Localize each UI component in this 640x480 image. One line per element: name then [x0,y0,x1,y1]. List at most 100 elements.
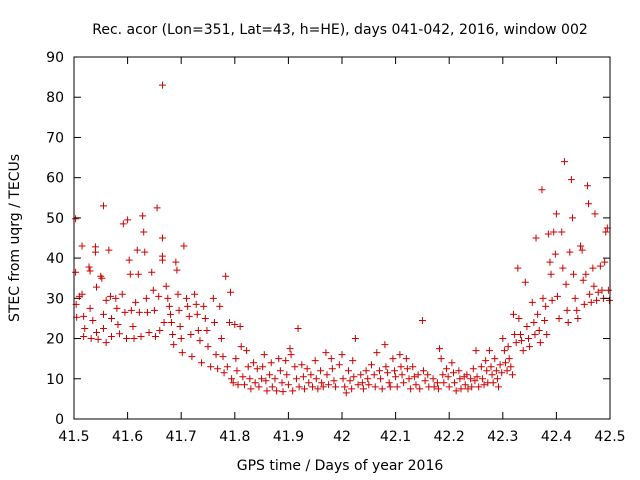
data-point [542,302,550,310]
data-point [378,385,386,393]
data-point [590,282,598,290]
data-point [314,385,322,393]
data-point [229,379,237,387]
data-point [255,383,263,391]
data-point [93,329,101,337]
x-tick-label: 41.7 [166,429,197,445]
data-point [495,383,503,391]
data-point [275,355,283,363]
x-tick-label: 41.6 [112,429,143,445]
data-point [532,234,540,242]
data-point [165,302,173,310]
data-point [512,339,520,347]
data-point [227,288,235,296]
data-point [305,379,313,387]
data-point [328,365,336,373]
data-point [559,264,567,272]
data-point [349,357,357,365]
data-point [362,367,370,375]
data-point [389,355,397,363]
data-point [253,365,261,373]
data-point [585,200,593,208]
data-point [391,367,399,375]
data-point [228,375,236,383]
data-point [98,274,106,282]
data-point [505,355,513,363]
data-point [246,375,254,383]
data-point [258,375,266,383]
data-point [80,312,88,320]
data-point [237,343,245,351]
data-point [503,367,511,375]
data-point [217,335,225,343]
data-point [405,375,413,383]
data-point [455,367,463,375]
data-point [166,310,174,318]
data-point [543,331,551,339]
data-point [148,268,156,276]
data-point [534,310,542,318]
data-point [412,381,420,389]
data-point [410,373,418,381]
data-point [574,314,582,322]
data-point [279,388,287,396]
data-point [232,355,240,363]
data-point [78,242,86,250]
data-point [233,367,241,375]
data-point [421,377,429,385]
data-point [332,383,340,391]
data-point [477,363,485,371]
data-point [322,349,330,357]
data-point [106,292,114,300]
data-point [547,270,555,278]
data-point [596,262,604,270]
x-tick-label: 41.5 [58,429,89,445]
y-tick-label: 50 [46,211,64,227]
x-tick-label: 42 [333,429,351,445]
data-point [158,234,166,242]
data-point [319,383,327,391]
data-point [194,327,202,335]
data-point [498,369,506,377]
data-point [135,308,143,316]
data-point [223,363,231,371]
data-point [93,283,101,291]
data-point [193,310,201,318]
data-point [220,369,228,377]
data-point [158,81,166,89]
data-point [178,349,186,357]
data-point [525,335,533,343]
data-point [105,246,113,254]
data-point [143,308,151,316]
data-point [268,383,276,391]
data-point [437,355,445,363]
data-point [323,371,331,379]
data-point [478,375,486,383]
data-point [126,270,134,278]
data-point [198,359,206,367]
data-point [456,375,464,383]
data-point [440,379,448,387]
data-point [598,286,606,294]
data-point [516,331,524,339]
data-point [127,306,135,314]
data-point [398,371,406,379]
data-point [491,355,499,363]
data-point [573,306,581,314]
data-point [234,381,242,389]
data-point [210,318,218,326]
data-point [185,312,193,320]
data-point [291,363,299,371]
data-point [444,373,452,381]
data-point [80,333,88,341]
data-point [196,337,204,345]
data-point [539,294,547,302]
data-point [504,343,512,351]
y-tick-label: 10 [46,372,64,388]
data-point [174,290,182,298]
data-point [175,306,183,314]
data-point [108,314,116,322]
data-point [121,308,129,316]
data-point [452,387,460,395]
data-point [289,387,297,395]
